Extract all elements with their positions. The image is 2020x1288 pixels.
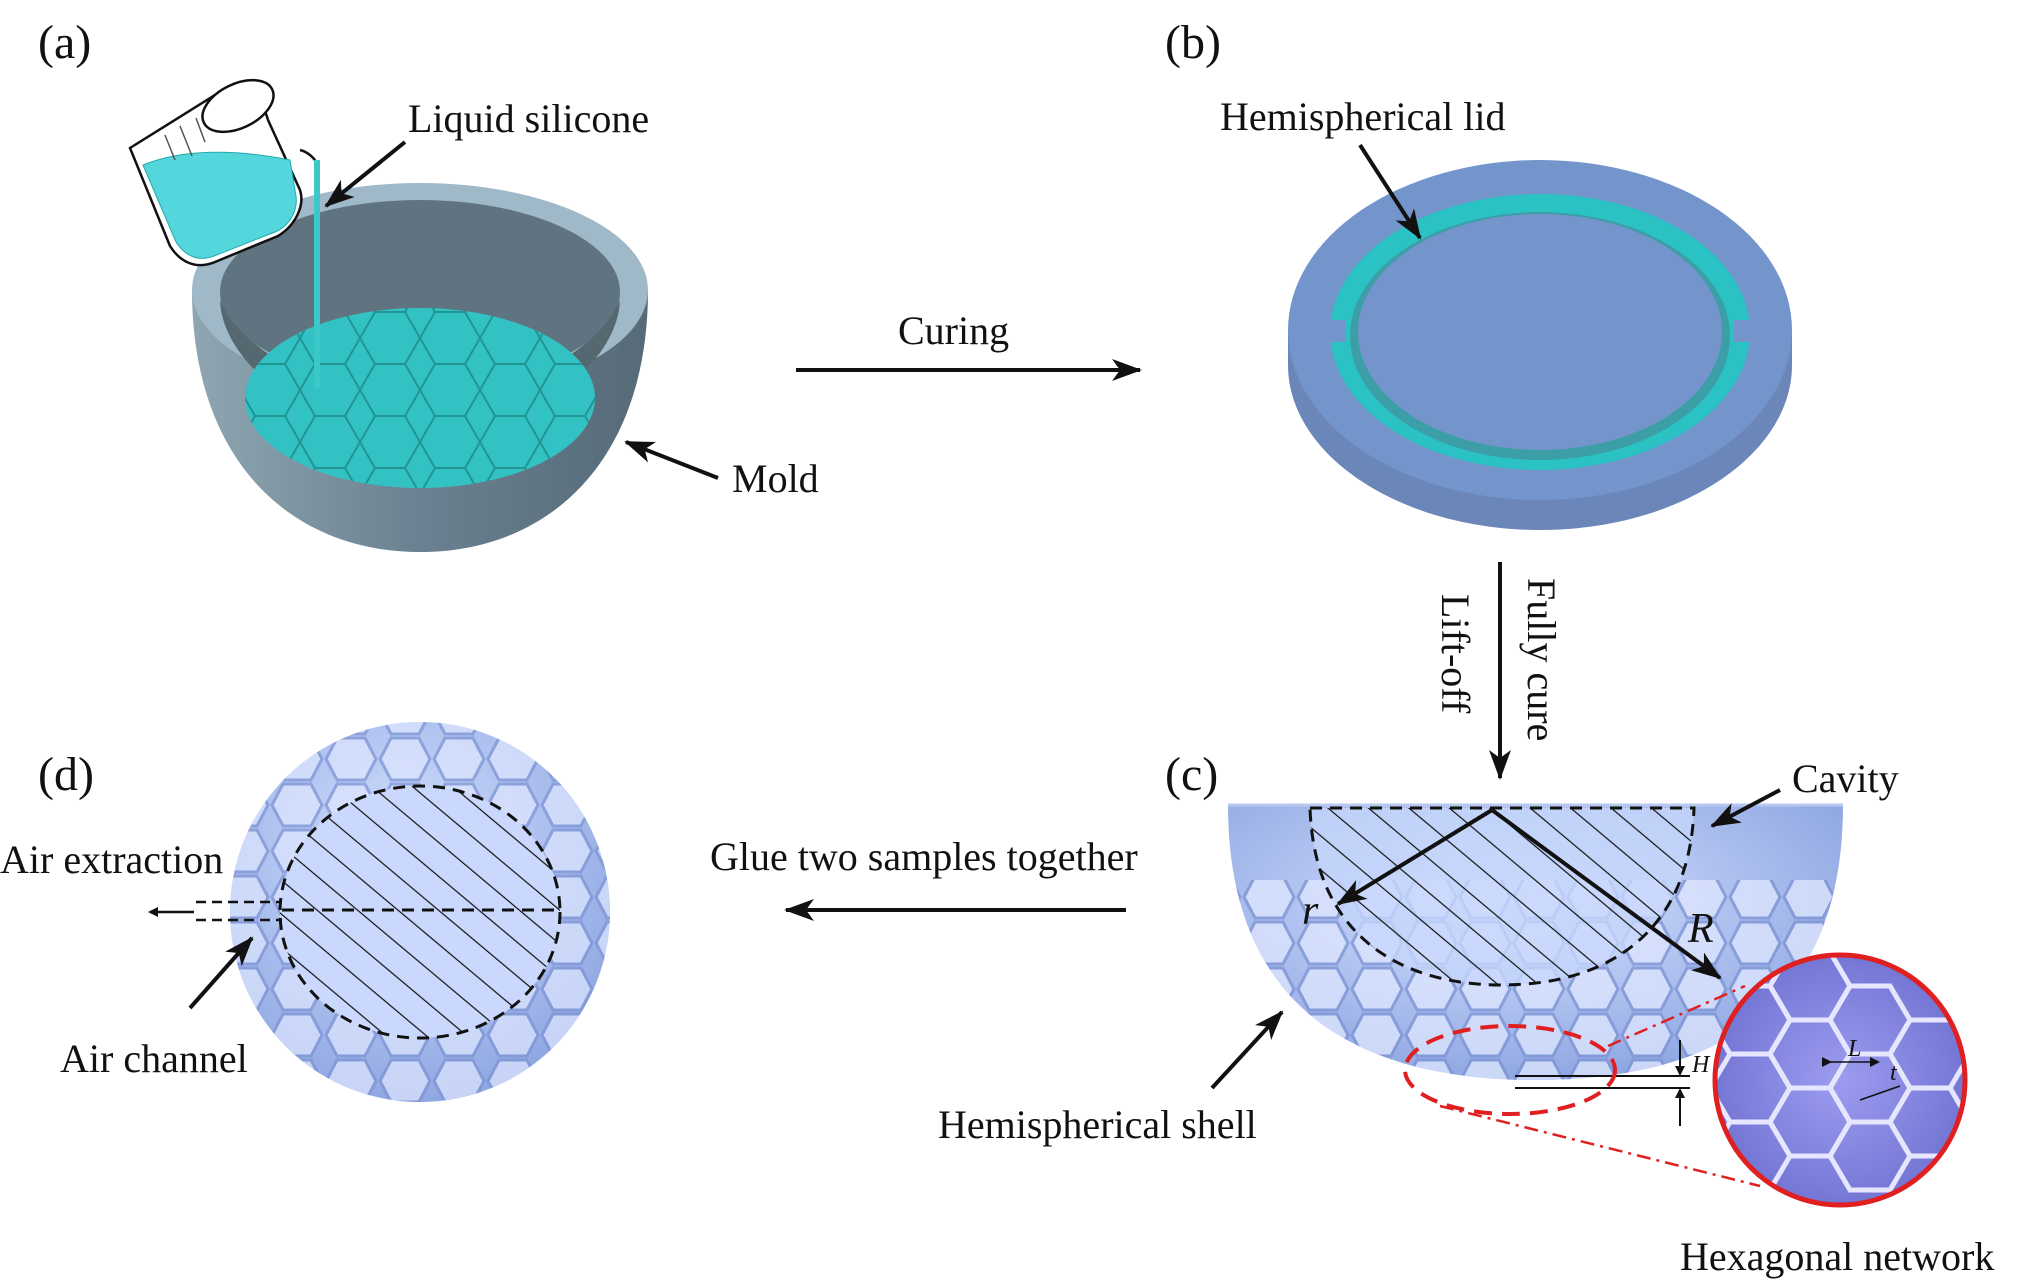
lift-off-label: Lift-off [1433,594,1478,714]
silicone-stream [314,160,320,388]
height-dimension [1515,1040,1690,1126]
inner-radius-label: r [1302,888,1319,934]
panel-label-a: (a) [38,16,91,69]
assembled-sphere [230,722,610,1102]
cavity-arrow [1710,788,1781,828]
height-label: H [1691,1052,1711,1078]
liquid-silicone-label: Liquid silicone [408,96,649,141]
liquid-silicone-pool [245,308,595,488]
curing-label: Curing [898,308,1009,353]
mold-label: Mold [732,456,819,501]
hex-length-label: L [1847,1036,1861,1062]
outer-radius-label: R [1687,906,1714,952]
hemispherical-shell-arrow [1210,1010,1284,1090]
hemispherical-lid [1288,160,1792,530]
cavity-label: Cavity [1792,756,1899,801]
hemispherical-lid-label: Hemispherical lid [1220,94,1505,139]
air-channel-arrow [188,936,254,1010]
panel-label-b: (b) [1165,16,1221,69]
inner-radius-arrow [1336,808,1494,906]
cavity-section [1308,806,1696,987]
zoom-connector-bottom [1439,1104,1761,1188]
outer-radius-arrow [1490,808,1722,980]
air-extraction-label: Air extraction [0,837,223,882]
panel-label-d: (d) [38,748,94,801]
hexagonal-network-label: Hexagonal network [1680,1234,1994,1279]
air-channel-lines [148,900,282,922]
wall-thickness-label: t [1890,1060,1898,1086]
mold-arrow [624,440,719,480]
liquid-silicone-arrow [324,140,407,208]
air-channel-label: Air channel [60,1036,248,1081]
hexagonal-network-zoom [1712,952,1968,1208]
glue-label: Glue two samples together [710,834,1138,879]
zoom-region-ellipse [1403,1024,1617,1116]
hemispherical-lid-arrow [1358,143,1422,240]
hemispherical-shell-label: Hemispherical shell [938,1102,1257,1147]
panel-label-c: (c) [1165,748,1218,801]
fully-cure-label: Fully cure [1519,578,1564,741]
beaker-icon [128,78,318,267]
zoom-connector-top [1607,984,1746,1048]
